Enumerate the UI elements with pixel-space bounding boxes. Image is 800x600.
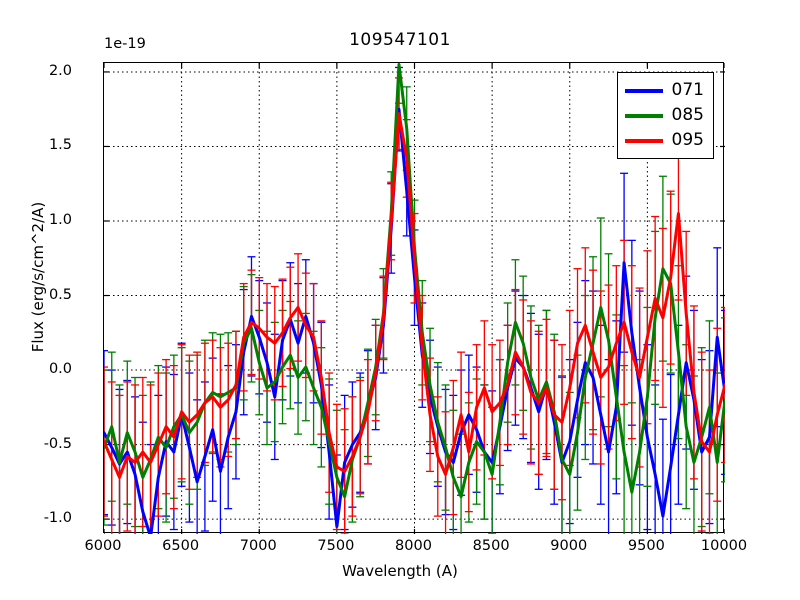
x-axis-label: Wavelength (A) — [342, 562, 458, 580]
series-line-071 — [104, 107, 725, 534]
y-tick-label: -0.5 — [43, 435, 72, 452]
x-tick-label: 10000 — [700, 538, 748, 554]
legend-label: 085 — [671, 105, 704, 125]
x-tick-label: 7500 — [317, 538, 355, 554]
y-tick-label: 1.0 — [48, 211, 72, 228]
legend-item-095[interactable]: 095 — [624, 128, 704, 153]
x-tick-label: 6500 — [162, 538, 200, 554]
x-tick-label: 8000 — [395, 538, 432, 554]
legend-label: 071 — [671, 80, 704, 100]
plot-area: 071 085 095 — [103, 62, 725, 534]
y-tick-label: 0.5 — [48, 286, 72, 303]
legend-label: 095 — [671, 130, 704, 150]
y-tick-label: -1.0 — [43, 510, 72, 527]
x-tick-label: 6000 — [84, 538, 122, 554]
x-tick-label: 9000 — [550, 538, 588, 554]
y-tick-label: 1.5 — [48, 137, 72, 154]
page-title: 109547101 — [349, 30, 451, 50]
x-tick-label: 9500 — [627, 538, 665, 554]
legend-swatch-icon — [624, 138, 663, 143]
legend-swatch-icon — [624, 113, 663, 118]
legend-box[interactable]: 071 085 095 — [616, 72, 714, 159]
y-tick-label: 0.0 — [48, 361, 72, 378]
x-tick-label: 7000 — [239, 538, 277, 554]
legend-item-071[interactable]: 071 — [624, 78, 704, 103]
y-tick-label: 2.0 — [48, 62, 72, 79]
legend-swatch-icon — [624, 88, 663, 93]
y-axis-offset-text: 1e-19 — [104, 36, 146, 52]
x-tick-label: 8500 — [472, 538, 510, 554]
series-line-095 — [104, 112, 725, 479]
legend-item-085[interactable]: 085 — [624, 103, 704, 128]
